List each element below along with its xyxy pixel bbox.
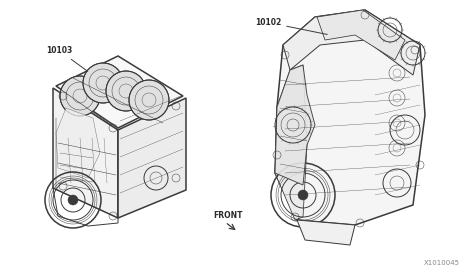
Polygon shape <box>275 10 425 225</box>
Polygon shape <box>275 65 315 185</box>
Circle shape <box>298 190 308 200</box>
Polygon shape <box>317 10 405 60</box>
Text: 10102: 10102 <box>255 18 327 34</box>
Polygon shape <box>56 108 100 178</box>
Circle shape <box>83 63 123 103</box>
Text: FRONT: FRONT <box>213 211 243 220</box>
Polygon shape <box>53 88 118 218</box>
Polygon shape <box>56 56 183 128</box>
Polygon shape <box>118 98 186 218</box>
Text: 10103: 10103 <box>46 46 88 72</box>
Circle shape <box>68 195 78 205</box>
Polygon shape <box>275 65 307 220</box>
Polygon shape <box>283 10 420 75</box>
Polygon shape <box>297 220 355 245</box>
Circle shape <box>129 80 169 120</box>
Circle shape <box>106 71 146 111</box>
Circle shape <box>60 76 100 116</box>
Text: X1010045: X1010045 <box>424 260 460 266</box>
